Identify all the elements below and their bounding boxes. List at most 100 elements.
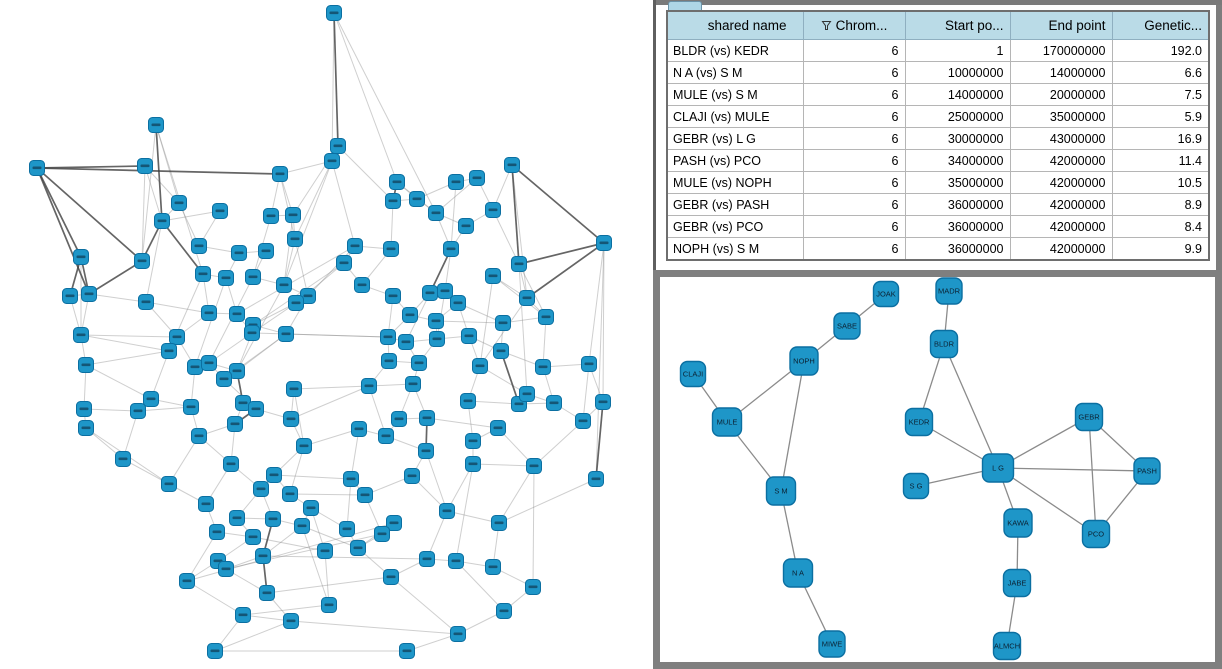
table-row[interactable]: PASH (vs) PCO 6 34000000 42000000 11.4: [666, 149, 1210, 172]
table-cell[interactable]: 10000000: [904, 61, 1011, 84]
network-node[interactable]: [255, 548, 271, 564]
network-node[interactable]: PASH: [1133, 457, 1161, 485]
network-node[interactable]: [161, 476, 177, 492]
network-node[interactable]: [458, 218, 474, 234]
sub-network-canvas[interactable]: JOAK SABE NOPH CLAJI MULE S M N A MIWE MADR BLDR K…: [660, 277, 1215, 662]
network-node[interactable]: [179, 573, 195, 589]
network-node[interactable]: [235, 607, 251, 623]
table-cell[interactable]: GEBR (vs) PCO: [666, 215, 804, 238]
network-node[interactable]: [29, 160, 45, 176]
table-cell[interactable]: 20000000: [1009, 83, 1113, 106]
table-cell[interactable]: 6: [802, 39, 906, 62]
network-node[interactable]: [443, 241, 459, 257]
table-cell[interactable]: PASH (vs) PCO: [666, 149, 804, 172]
network-node[interactable]: [525, 579, 541, 595]
network-node[interactable]: [265, 511, 281, 527]
table-cell[interactable]: 30000000: [904, 127, 1011, 150]
network-node[interactable]: [485, 559, 501, 575]
table-cell[interactable]: 170000000: [1009, 39, 1113, 62]
network-node[interactable]: [81, 286, 97, 302]
network-node[interactable]: [386, 515, 402, 531]
network-node[interactable]: [78, 357, 94, 373]
network-node[interactable]: GEBR: [1074, 402, 1104, 432]
network-node[interactable]: N A: [782, 558, 814, 588]
table-cell[interactable]: 6: [802, 83, 906, 106]
network-node[interactable]: [448, 174, 464, 190]
network-node[interactable]: BLDR: [929, 329, 959, 359]
network-node[interactable]: [450, 626, 466, 642]
network-edge[interactable]: [943, 343, 999, 469]
table-cell[interactable]: N A (vs) S M: [666, 61, 804, 84]
network-node[interactable]: [399, 643, 415, 659]
network-node[interactable]: [538, 309, 554, 325]
network-node[interactable]: [383, 569, 399, 585]
table-cell[interactable]: 6: [802, 215, 906, 238]
network-node[interactable]: [411, 355, 427, 371]
network-node[interactable]: L G: [981, 453, 1015, 483]
network-node[interactable]: NOPH: [789, 346, 819, 376]
table-cell[interactable]: GEBR (vs) L G: [666, 127, 804, 150]
network-node[interactable]: [191, 428, 207, 444]
table-cell[interactable]: 14000000: [904, 83, 1011, 106]
network-node[interactable]: JABE: [1002, 568, 1032, 598]
table-cell[interactable]: 6: [802, 149, 906, 172]
network-node[interactable]: [148, 117, 164, 133]
network-node[interactable]: [519, 290, 535, 306]
network-node[interactable]: [195, 266, 211, 282]
network-node[interactable]: [191, 238, 207, 254]
network-node[interactable]: [73, 249, 89, 265]
network-node[interactable]: [130, 403, 146, 419]
network-node[interactable]: [287, 231, 303, 247]
network-node[interactable]: [381, 353, 397, 369]
column-header-chrom[interactable]: Chrom...: [802, 10, 906, 40]
network-node[interactable]: MULE: [711, 407, 743, 437]
table-row[interactable]: N A (vs) S M 6 10000000 14000000 6.6: [666, 61, 1210, 84]
network-node[interactable]: [266, 467, 282, 483]
network-node[interactable]: [183, 399, 199, 415]
network-node[interactable]: [581, 356, 597, 372]
network-node[interactable]: MIWE: [818, 630, 846, 658]
network-node[interactable]: [460, 393, 476, 409]
table-cell[interactable]: 6: [802, 61, 906, 84]
network-node[interactable]: [485, 202, 501, 218]
network-node[interactable]: [354, 277, 370, 293]
network-node[interactable]: [504, 157, 520, 173]
table-cell[interactable]: 42000000: [1009, 237, 1113, 261]
network-node[interactable]: [428, 205, 444, 221]
network-node[interactable]: [227, 416, 243, 432]
network-node[interactable]: [161, 343, 177, 359]
network-node[interactable]: PCO: [1081, 519, 1111, 549]
network-node[interactable]: [469, 170, 485, 186]
network-node[interactable]: [448, 553, 464, 569]
network-node[interactable]: [519, 386, 535, 402]
network-node[interactable]: [596, 235, 612, 251]
network-node[interactable]: [465, 433, 481, 449]
network-node[interactable]: [209, 524, 225, 540]
network-node[interactable]: [495, 315, 511, 331]
network-node[interactable]: [258, 243, 274, 259]
table-cell[interactable]: 42000000: [1009, 193, 1113, 216]
network-node[interactable]: [351, 421, 367, 437]
network-node[interactable]: [490, 420, 506, 436]
network-node[interactable]: [169, 329, 185, 345]
network-node[interactable]: [212, 203, 228, 219]
network-node[interactable]: [389, 174, 405, 190]
network-node[interactable]: [278, 326, 294, 342]
table-cell[interactable]: 42000000: [1009, 171, 1113, 194]
network-node[interactable]: [326, 5, 342, 21]
network-node[interactable]: [339, 521, 355, 537]
network-node[interactable]: [138, 294, 154, 310]
network-node[interactable]: [526, 458, 542, 474]
network-node[interactable]: S M: [765, 476, 797, 506]
network-node[interactable]: [286, 381, 302, 397]
table-cell[interactable]: 5.9: [1111, 105, 1210, 128]
network-node[interactable]: [404, 468, 420, 484]
network-node[interactable]: [154, 213, 170, 229]
column-header-sharedname[interactable]: shared name: [666, 10, 804, 40]
network-node[interactable]: [588, 471, 604, 487]
network-node[interactable]: [321, 597, 337, 613]
network-node[interactable]: [259, 585, 275, 601]
network-node[interactable]: [380, 329, 396, 345]
network-node[interactable]: [317, 543, 333, 559]
network-node[interactable]: [296, 438, 312, 454]
